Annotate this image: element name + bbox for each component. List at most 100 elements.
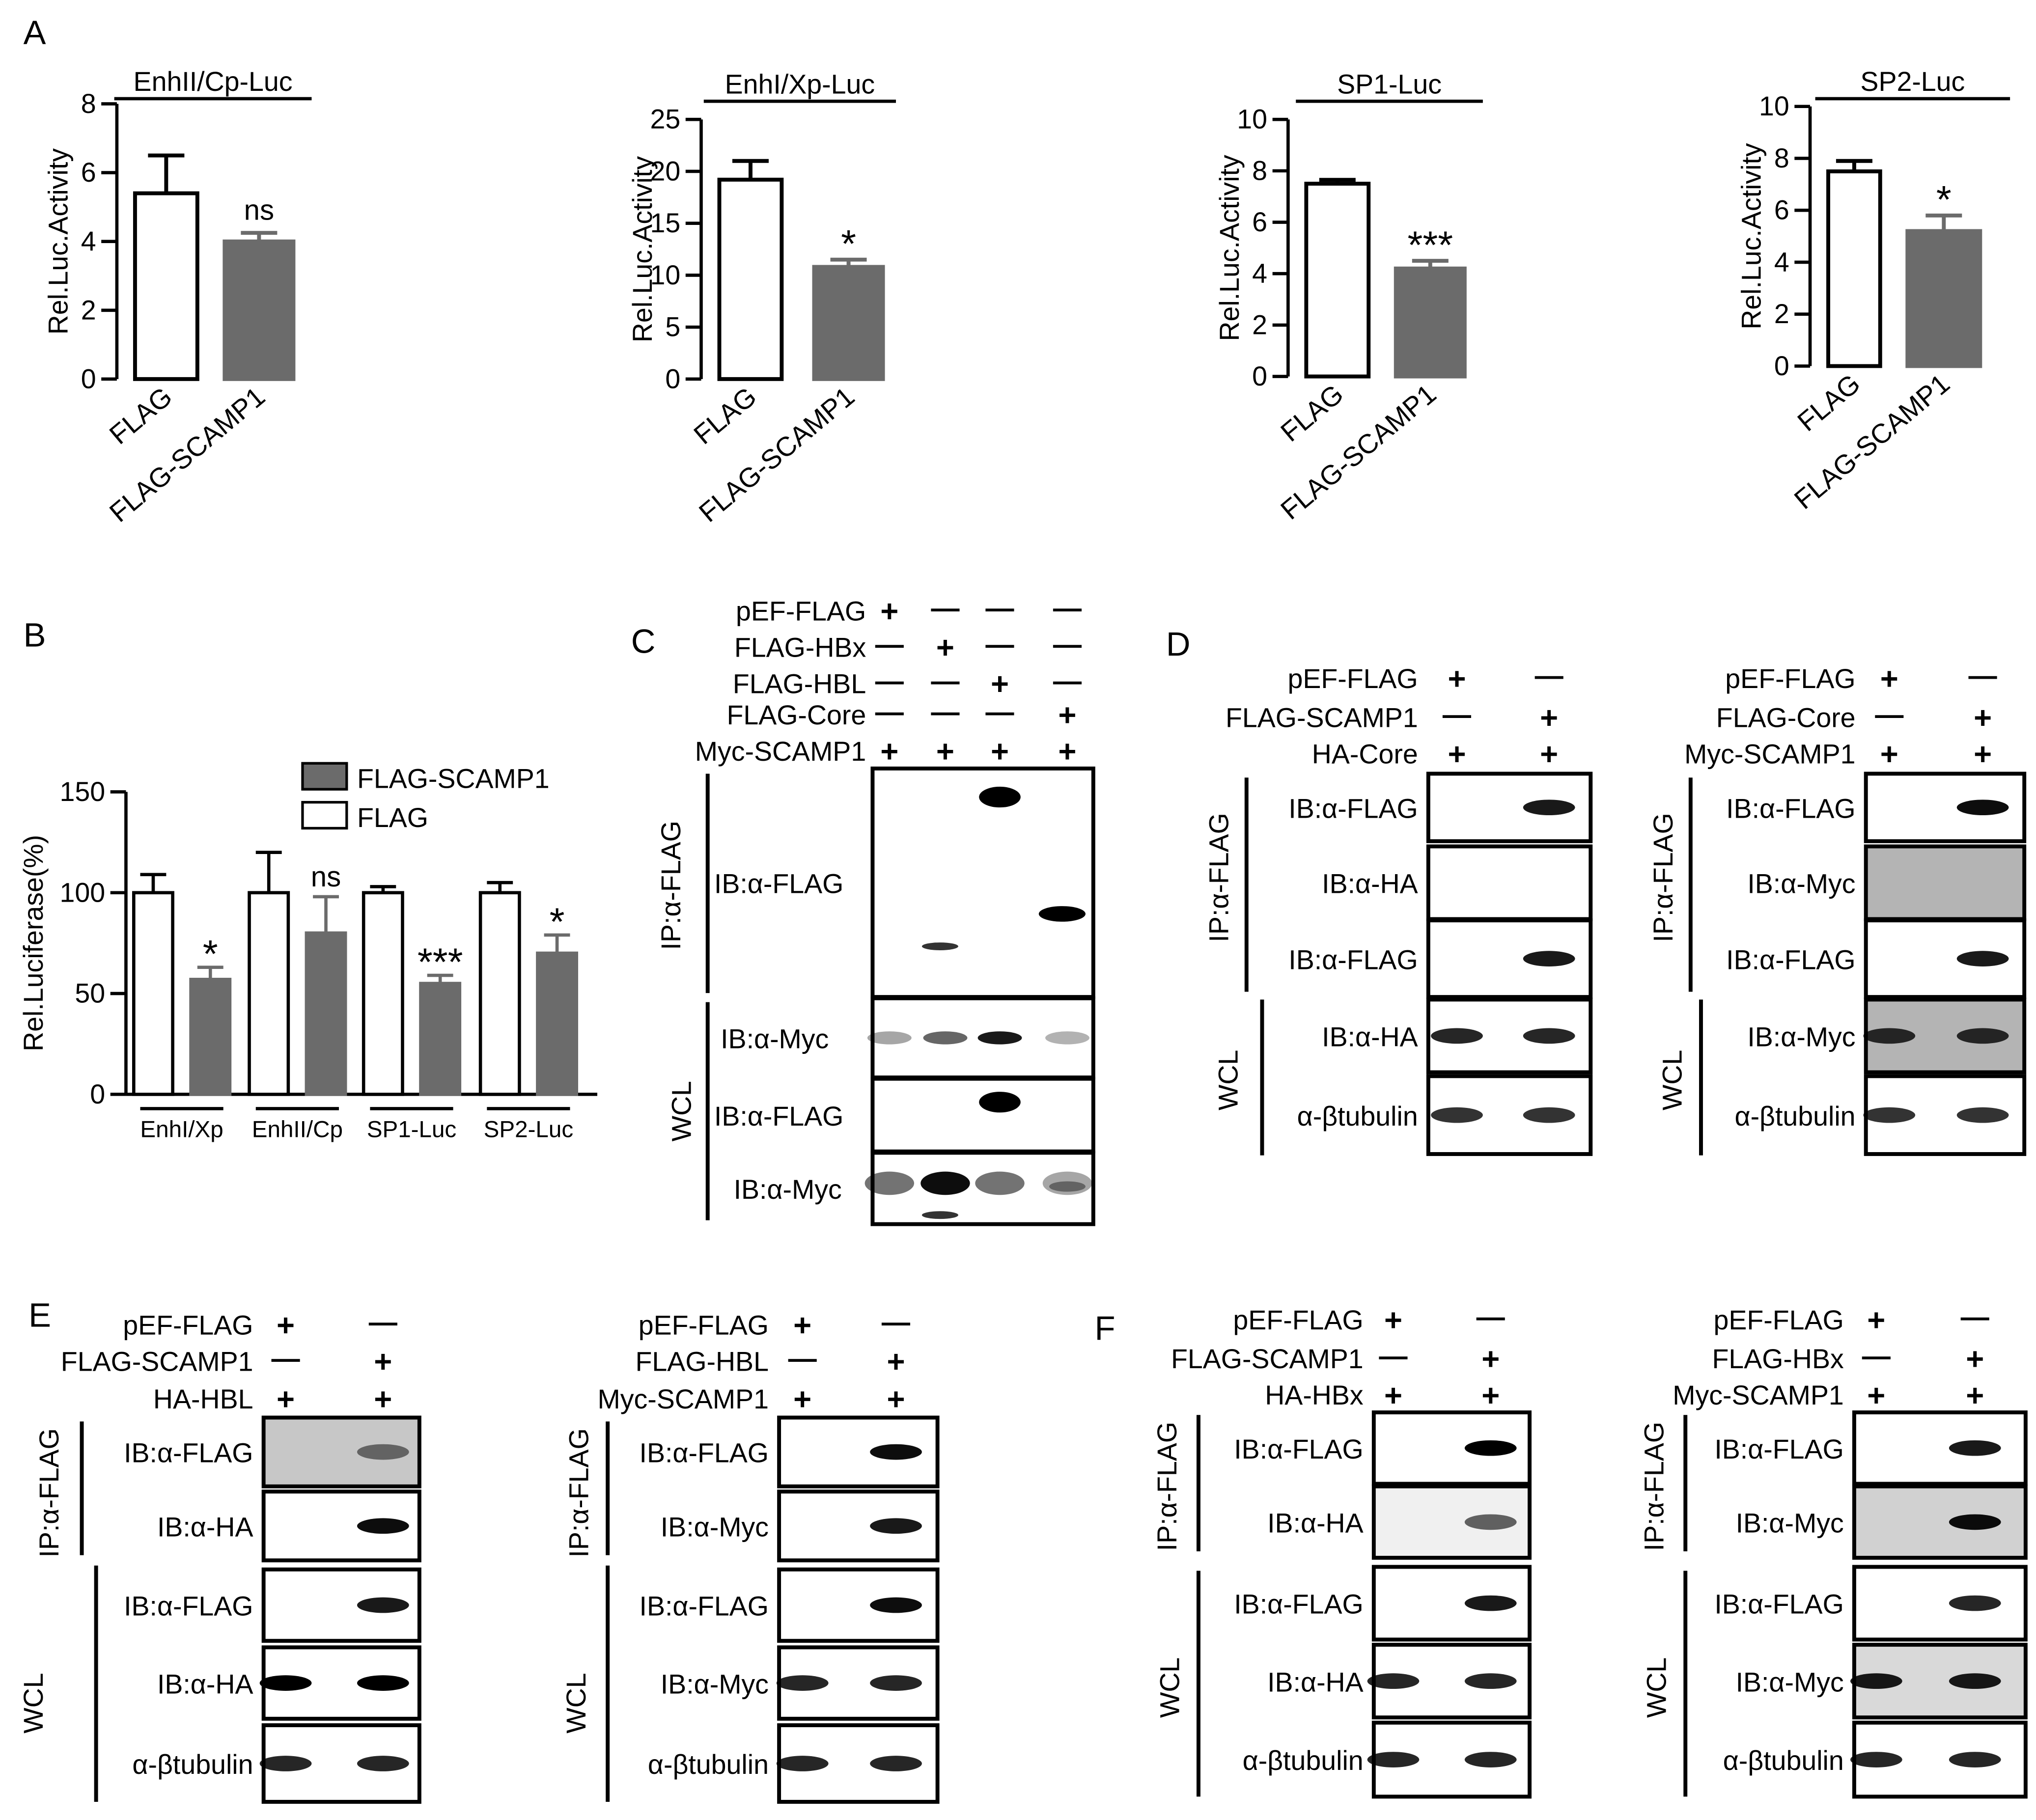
blot-box [777,1489,940,1563]
y-tick-label: 10 [1237,104,1267,135]
condition-label: pEF-FLAG [1233,1305,1363,1335]
y-tick-label: 4 [1252,258,1267,289]
band [867,1031,912,1045]
panel-label-a: A [24,14,46,52]
y-tick-label: 2 [1774,299,1789,329]
condition-label: HA-Core [1312,739,1418,769]
plus-mark: + [1540,737,1558,772]
legend-label: FLAG [357,802,428,833]
band [1523,1028,1575,1044]
y-tick-label: 25 [650,104,680,135]
minus-mark: — [1053,665,1082,697]
band [1956,951,2009,966]
panel-label-b: B [24,616,46,654]
plus-mark: + [1974,737,1992,772]
blot-label: α-βtubulin [132,1749,253,1780]
band [1956,1107,2009,1123]
band [1464,1752,1517,1767]
y-tick-label: 50 [75,978,105,1009]
minus-mark: — [931,592,960,624]
y-tick-label: 6 [1252,207,1267,237]
x-tick-label: SP2-Luc [484,1117,573,1143]
plus-mark: + [1974,701,1992,735]
minus-mark: — [1443,699,1472,731]
blot-d1: pEF-FLAG + —FLAG-SCAMP1— +HA-Core + +IB:α-FLA… [1204,660,1593,1156]
condition-label: Myc-SCAMP1 [695,736,866,767]
x-tick-label: FLAG [1792,368,1866,437]
y-axis-label: Rel.Luciferase(%) [18,835,49,1051]
minus-mark: — [875,629,904,661]
x-tick-label: FLAG-SCAMP1 [1275,379,1442,525]
y-axis-label: Rel.Luc.Activity [43,148,73,335]
plus-mark: + [936,735,954,769]
y-tick-label: 0 [90,1079,105,1109]
y-tick-label: 8 [1252,155,1267,186]
blot-label: IB:α-Myc [1736,1508,1844,1538]
plus-mark: + [277,1308,295,1343]
band [1850,1673,1902,1689]
band [1049,1181,1086,1192]
band [870,1675,922,1691]
significance-label: * [550,900,565,943]
western-blots: pEF-FLAG + — — —FLAG-HBx — + — —FLAG-HBL — — + —FLAG… [18,592,2028,1804]
minus-mark: — [882,1306,911,1338]
minus-mark: — [369,1306,398,1338]
blot-label: IB:α-HA [1267,1667,1364,1697]
y-tick-label: 4 [81,226,96,256]
blot-f2: pEF-FLAG + —FLAG-HBx — +Myc-SCAMP1 + +IB:α-FLA… [1639,1301,2028,1799]
significance-label: ns [311,861,341,893]
band [1367,1752,1420,1767]
blot-label: IB:α-FLAG [714,1101,843,1131]
x-tick-label: SP1-Luc [367,1117,456,1143]
chart-title: SP2-Luc [1860,66,1965,97]
y-tick-label: 4 [1774,247,1789,277]
band [776,1756,829,1771]
bar [223,239,296,381]
band [1431,1028,1483,1044]
blot-label: IB:α-HA [1322,1022,1418,1052]
condition-label: FLAG-Core [726,700,866,730]
band [1949,1673,2001,1689]
blot-label: IB:α-FLAG [1726,944,1855,975]
minus-mark: — [985,592,1014,624]
y-tick-label: 0 [1774,351,1789,381]
group-label: IP:α-FLAG [1648,813,1678,942]
x-tick-label: FLAG [104,381,178,450]
band [1949,1440,2001,1456]
blot-label: IB:α-HA [157,1669,253,1699]
bar [536,951,579,1096]
group-label: WCL [18,1673,49,1733]
blot-label: IB:α-FLAG [1234,1589,1363,1620]
blot-f1: pEF-FLAG + —FLAG-SCAMP1— +HA-HBx + +IB:α-FLAG… [1152,1301,1532,1799]
x-tick-label: FLAG-SCAMP1 [104,381,271,528]
band [1956,800,2009,816]
group-label: IP:α-FLAG [656,821,686,950]
plus-mark: + [1058,698,1076,733]
group-label: IP:α-FLAG [1639,1422,1669,1551]
panel-label-d: D [1166,625,1191,663]
blot-box [1864,844,2027,921]
chart-title: EnhI/Xp-Luc [725,69,875,99]
band [1956,1028,2009,1044]
group-label: WCL [1657,1050,1687,1110]
minus-mark: — [1053,629,1082,661]
significance-label: * [203,932,218,976]
y-tick-label: 150 [60,776,106,807]
band [920,1171,970,1195]
band [1464,1595,1517,1611]
panel-label-e: E [28,1296,51,1334]
band [1431,1107,1483,1123]
x-tick-label: FLAG [688,381,762,450]
condition-label: HA-HBL [153,1384,253,1414]
plus-mark: + [1448,737,1466,772]
condition-label: pEF-FLAG [639,1310,769,1340]
blot-label: IB:α-Myc [721,1024,829,1054]
plus-mark: + [887,1382,905,1417]
y-axis-label: Rel.Luc.Activity [1214,155,1245,341]
chart-title: EnhII/Cp-Luc [134,66,293,97]
plus-mark: + [1384,1303,1402,1337]
legend-swatch [301,762,348,791]
band [1949,1752,2001,1767]
band [1042,1171,1092,1195]
